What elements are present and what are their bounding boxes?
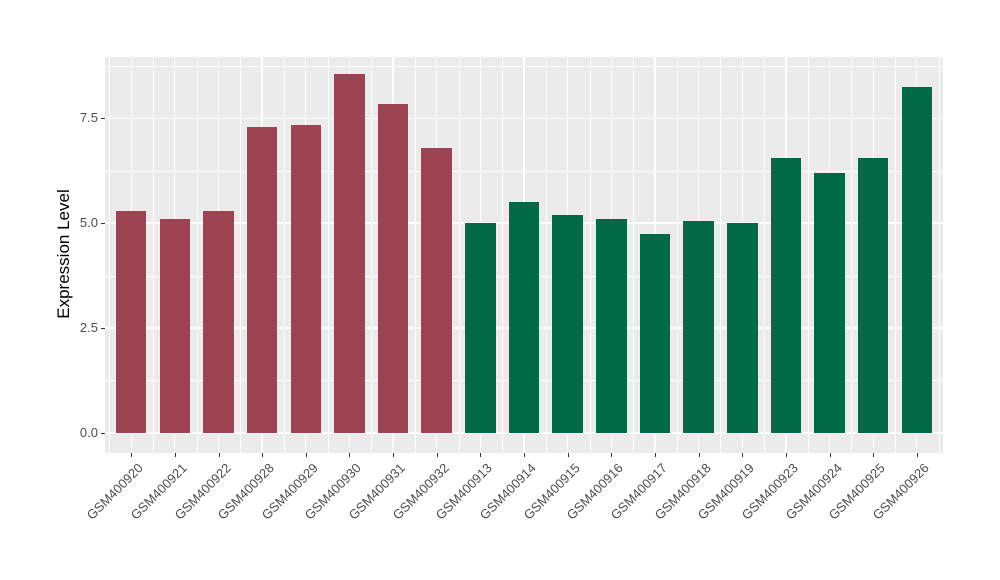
- x-axis-tick: [654, 453, 656, 457]
- bar-GSM400918: [683, 221, 714, 433]
- x-axis-tick: [393, 453, 395, 457]
- x-axis-tick: [742, 453, 744, 457]
- bar-GSM400913: [465, 223, 496, 433]
- bar-GSM400914: [508, 202, 540, 433]
- bar-GSM400923: [770, 158, 802, 433]
- minor-gridline-vertical: [196, 57, 198, 453]
- x-axis-tick: [785, 453, 787, 457]
- y-tick-label: 2.5: [79, 320, 98, 335]
- minor-gridline-vertical: [371, 57, 372, 453]
- bar-GSM400928: [246, 126, 278, 433]
- minor-gridline-vertical: [807, 57, 809, 453]
- bar-GSM400919: [727, 223, 758, 433]
- x-axis-tick: [436, 453, 438, 457]
- bar-GSM400930: [334, 74, 365, 433]
- x-axis-tick: [349, 453, 351, 457]
- minor-gridline-vertical: [633, 57, 634, 453]
- x-axis-tick: [524, 453, 525, 457]
- x-axis-tick: [567, 453, 569, 457]
- y-axis-title: Expression Level: [54, 189, 73, 319]
- bar-GSM400917: [639, 233, 671, 433]
- bar-GSM400929: [290, 124, 322, 433]
- minor-gridline-vertical: [327, 57, 329, 453]
- bar-GSM400932: [421, 147, 452, 433]
- y-tick-label: 7.5: [79, 110, 98, 126]
- minor-gridline-vertical: [938, 57, 940, 453]
- y-axis-tick: [101, 328, 105, 329]
- minor-gridline-vertical: [283, 57, 285, 453]
- minor-gridline-vertical: [153, 57, 154, 453]
- x-axis-tick: [480, 453, 482, 457]
- minor-gridline-vertical: [676, 57, 678, 453]
- minor-gridline-vertical: [720, 57, 722, 453]
- plot-panel: [105, 57, 943, 453]
- bar-GSM400920: [115, 210, 147, 433]
- bar-GSM400925: [857, 158, 889, 433]
- bar-GSM400924: [814, 172, 845, 433]
- bar-GSM400921: [159, 218, 191, 433]
- y-axis-tick: [101, 118, 105, 120]
- y-tick-label: 0.0: [79, 424, 98, 440]
- minor-gridline-vertical: [414, 57, 416, 453]
- y-axis-tick: [101, 432, 105, 434]
- bar-GSM400915: [552, 214, 583, 433]
- minor-gridline-vertical: [109, 57, 111, 453]
- x-axis-tick: [218, 453, 220, 457]
- x-axis-tick: [916, 453, 918, 457]
- minor-gridline-vertical: [240, 57, 242, 453]
- x-axis-tick: [829, 453, 831, 457]
- minor-gridline-vertical: [851, 57, 853, 453]
- bar-GSM400931: [377, 103, 409, 433]
- bar-GSM400916: [596, 218, 627, 433]
- x-axis-tick: [305, 453, 307, 457]
- minor-gridline-vertical: [545, 57, 547, 453]
- x-axis-tick: [611, 453, 613, 457]
- minor-gridline-vertical: [458, 57, 460, 453]
- y-tick-label: 5.0: [79, 215, 98, 231]
- minor-gridline-vertical: [895, 57, 896, 453]
- x-axis-tick: [873, 453, 875, 457]
- x-axis-tick: [262, 453, 264, 457]
- minor-gridline-vertical: [764, 57, 765, 453]
- minor-gridline-vertical: [589, 57, 591, 453]
- x-axis-tick: [698, 453, 700, 457]
- bar-GSM400922: [203, 210, 234, 433]
- minor-gridline-vertical: [502, 57, 503, 453]
- bar-GSM400926: [901, 86, 933, 433]
- y-axis-tick: [101, 223, 105, 225]
- x-axis-tick: [174, 453, 176, 457]
- x-axis-tick: [131, 453, 133, 457]
